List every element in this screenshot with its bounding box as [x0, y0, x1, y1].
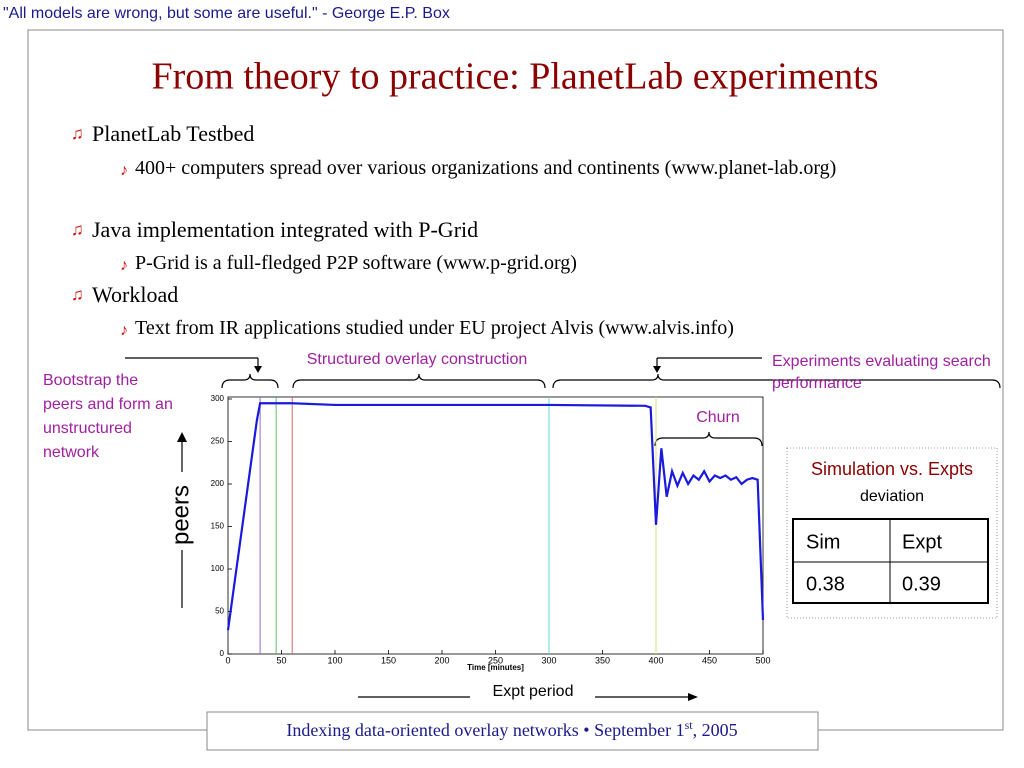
quote: "All models are wrong, but some are usef…	[3, 5, 450, 22]
y-tick-label: 0	[220, 649, 225, 658]
y-tick-label: 200	[211, 479, 225, 488]
comparison-subtitle: deviation	[860, 488, 924, 505]
comparison-box	[786, 447, 998, 619]
y-tick-label: 300	[211, 394, 225, 403]
series-line	[226, 402, 765, 631]
x-tick-label: 300	[541, 655, 556, 665]
structured-label: Structured overlay construction	[307, 351, 528, 368]
y-tick-label: 150	[211, 522, 225, 531]
x-tick-label: 200	[434, 655, 449, 665]
sub-bullet: Text from IR applications studied under …	[120, 313, 970, 346]
comparison-title: Simulation vs. Expts	[811, 459, 973, 479]
title: From theory to practice: PlanetLab exper…	[151, 56, 878, 98]
footer-sup: st	[685, 718, 694, 732]
y-tick-label: 250	[211, 437, 225, 446]
x-tick-label: 350	[595, 655, 610, 665]
footer-text: Indexing data-oriented overlay networks …	[286, 720, 684, 740]
sub-bullet: P-Grid is a full-fledged P2P software (w…	[120, 248, 970, 281]
plot: 0 50 100 150 200 250 300 350 400 450 500 0 50 100 150 2…	[211, 394, 771, 672]
x-axis-title: Time [minutes]	[467, 663, 524, 672]
period-label: Expt period	[493, 683, 574, 700]
bullet: PlanetLab Testbed	[71, 121, 254, 147]
x-tick-label: 500	[755, 655, 770, 665]
plot-area	[227, 396, 764, 655]
bullet: Java implementation integrated with P-Gr…	[71, 217, 478, 243]
table-cell: 0.38	[806, 573, 845, 595]
table-header: Expt	[902, 531, 942, 553]
bootstrap-label: Bootstrap the peers and form an unstruct…	[43, 372, 173, 461]
x-tick-label: 50	[276, 655, 286, 665]
x-tick-label: 250	[488, 655, 503, 665]
x-tick-label: 450	[702, 655, 717, 665]
annotation-marks	[125, 357, 1001, 698]
footer-tail: , 2005	[693, 720, 738, 740]
churn-label: Churn	[696, 409, 740, 426]
sub-bullet: 400+ computers spread over various organ…	[120, 153, 970, 186]
x-tick-label: 0	[225, 655, 230, 665]
bullet: Workload	[71, 282, 178, 308]
arrowheads	[177, 366, 698, 701]
y-tick-label: 50	[215, 607, 224, 616]
footer-box	[206, 711, 819, 751]
x-tick-label: 150	[381, 655, 396, 665]
y-axis-title: peers	[167, 485, 194, 545]
y-tick-label: 100	[211, 564, 225, 573]
table-header: Sim	[806, 531, 840, 553]
experiments-label: Experiments evaluating search performanc…	[772, 353, 991, 392]
table-cell: 0.39	[902, 573, 941, 595]
x-tick-label: 400	[648, 655, 663, 665]
x-tick-label: 100	[327, 655, 342, 665]
footer: Indexing data-oriented overlay networks …	[286, 718, 737, 740]
